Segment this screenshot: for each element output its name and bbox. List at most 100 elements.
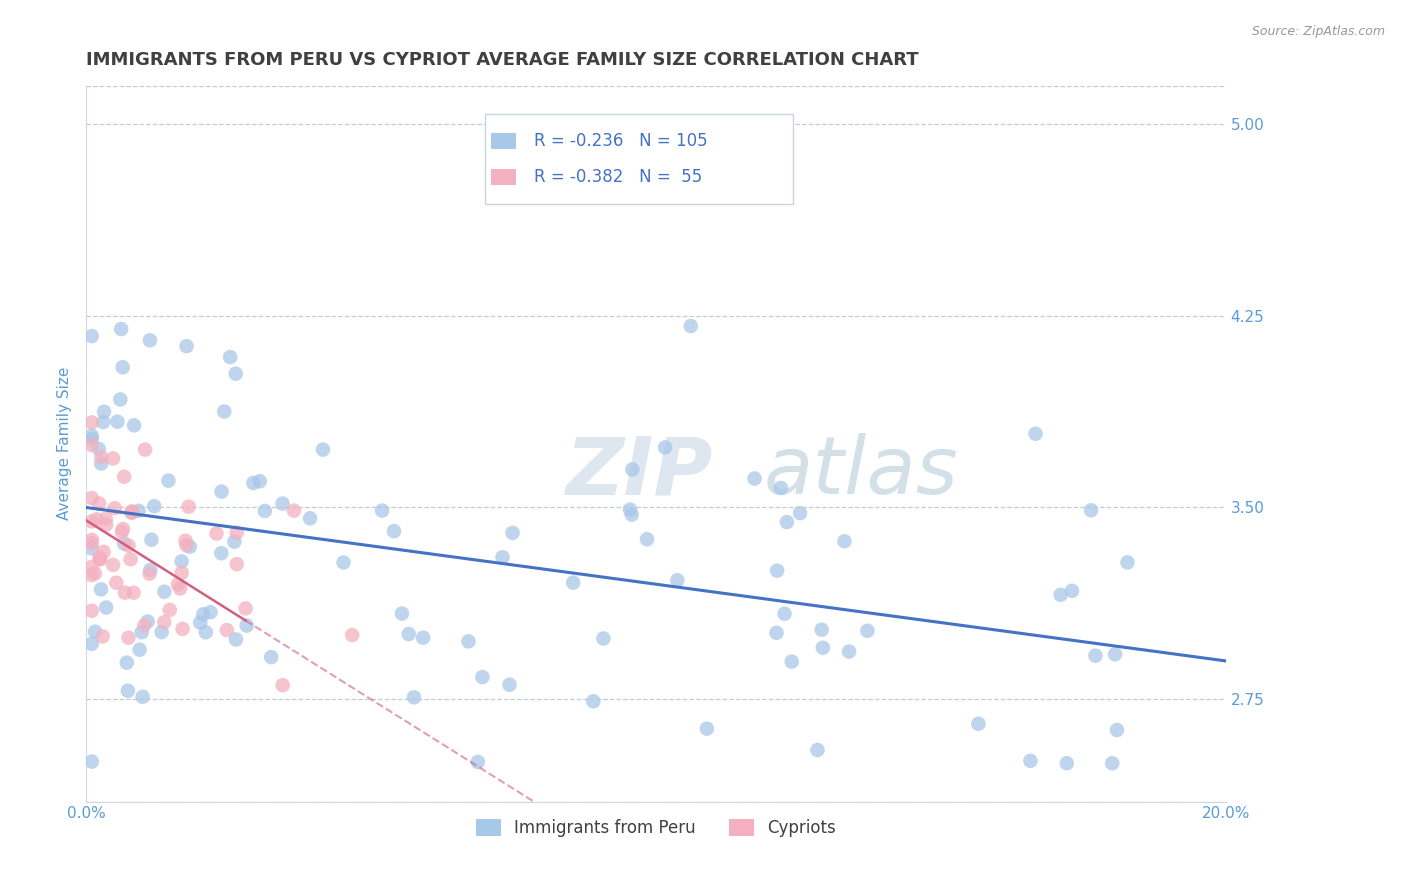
- Point: [744, 471, 766, 485]
- Point: [143, 499, 166, 513]
- Y-axis label: Average Family Size: Average Family Size: [58, 367, 72, 520]
- Point: [498, 678, 520, 692]
- Point: [810, 623, 832, 637]
- Point: [235, 601, 257, 615]
- Point: [80, 438, 103, 452]
- Point: [80, 604, 103, 618]
- Point: [80, 491, 103, 505]
- Point: [1019, 754, 1042, 768]
- Point: [1049, 588, 1071, 602]
- Point: [141, 533, 163, 547]
- Text: R = -0.236   N = 105: R = -0.236 N = 105: [534, 132, 707, 151]
- Point: [967, 716, 990, 731]
- Point: [84, 624, 107, 639]
- Text: ZIP: ZIP: [565, 434, 711, 511]
- Point: [153, 584, 176, 599]
- Point: [134, 618, 156, 632]
- Point: [110, 392, 132, 407]
- Point: [773, 607, 796, 621]
- Point: [111, 522, 134, 536]
- Point: [159, 603, 181, 617]
- Point: [654, 441, 676, 455]
- Point: [619, 502, 641, 516]
- Point: [94, 512, 117, 526]
- Point: [80, 429, 103, 443]
- Point: [80, 568, 103, 582]
- Point: [371, 503, 394, 517]
- Point: [225, 525, 247, 540]
- Point: [856, 624, 879, 638]
- Point: [332, 556, 354, 570]
- Point: [471, 670, 494, 684]
- Point: [122, 418, 145, 433]
- Point: [105, 575, 128, 590]
- Point: [194, 625, 217, 640]
- Point: [150, 625, 173, 640]
- Point: [666, 574, 689, 588]
- Text: IMMIGRANTS FROM PERU VS CYPRIOT AVERAGE FAMILY SIZE CORRELATION CHART: IMMIGRANTS FROM PERU VS CYPRIOT AVERAGE …: [86, 51, 918, 69]
- Point: [117, 683, 139, 698]
- Point: [283, 503, 305, 517]
- Point: [111, 360, 134, 375]
- Point: [134, 442, 156, 457]
- Point: [80, 755, 103, 769]
- Point: [789, 506, 811, 520]
- Point: [696, 722, 718, 736]
- Point: [104, 501, 127, 516]
- Point: [93, 545, 115, 559]
- Point: [299, 511, 322, 525]
- Point: [80, 533, 103, 547]
- Point: [621, 462, 644, 476]
- Point: [157, 474, 180, 488]
- Point: [80, 416, 103, 430]
- Point: [131, 690, 153, 704]
- Point: [167, 577, 190, 591]
- Point: [225, 632, 247, 647]
- Point: [179, 540, 201, 554]
- Point: [1101, 756, 1123, 771]
- Point: [382, 524, 405, 538]
- Legend: Immigrants from Peru, Cypriots: Immigrants from Peru, Cypriots: [470, 812, 842, 843]
- Point: [224, 534, 246, 549]
- Point: [153, 615, 176, 630]
- Text: Source: ZipAtlas.com: Source: ZipAtlas.com: [1251, 25, 1385, 38]
- Point: [122, 585, 145, 599]
- Point: [260, 650, 283, 665]
- Point: [225, 367, 247, 381]
- Point: [271, 497, 294, 511]
- Point: [91, 415, 114, 429]
- Point: [80, 515, 103, 529]
- Point: [636, 533, 658, 547]
- Point: [80, 329, 103, 343]
- Point: [312, 442, 335, 457]
- Point: [205, 526, 228, 541]
- Point: [177, 500, 200, 514]
- Point: [769, 481, 792, 495]
- Point: [107, 415, 129, 429]
- Point: [138, 566, 160, 581]
- Point: [136, 615, 159, 629]
- Point: [89, 552, 111, 566]
- Point: [209, 546, 232, 560]
- Point: [170, 566, 193, 580]
- Point: [780, 655, 803, 669]
- Point: [170, 554, 193, 568]
- Point: [139, 563, 162, 577]
- Text: R = -0.382   N =  55: R = -0.382 N = 55: [534, 169, 702, 186]
- Point: [96, 517, 118, 532]
- Point: [249, 474, 271, 488]
- Point: [242, 475, 264, 490]
- Point: [1104, 647, 1126, 661]
- Point: [467, 755, 489, 769]
- FancyBboxPatch shape: [485, 114, 793, 203]
- Point: [80, 433, 103, 447]
- Point: [766, 564, 789, 578]
- FancyBboxPatch shape: [491, 169, 516, 185]
- Text: atlas: atlas: [765, 434, 959, 511]
- Point: [139, 334, 162, 348]
- Point: [176, 538, 198, 552]
- Point: [679, 318, 702, 333]
- Point: [93, 405, 115, 419]
- Point: [80, 536, 103, 550]
- Point: [90, 457, 112, 471]
